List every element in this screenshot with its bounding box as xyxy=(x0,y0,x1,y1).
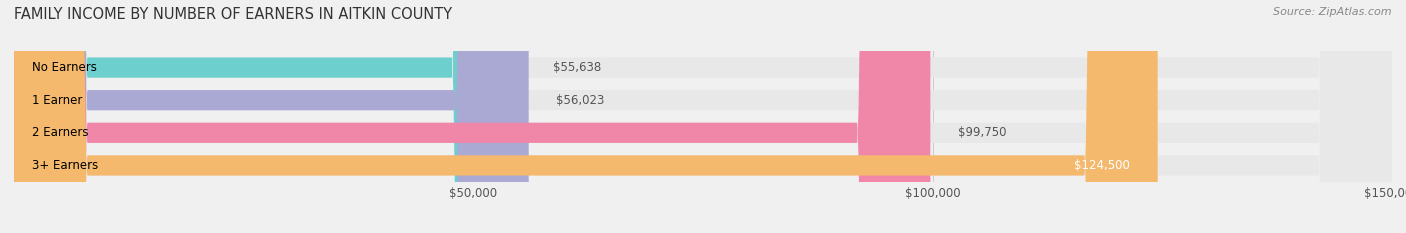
Text: 3+ Earners: 3+ Earners xyxy=(32,159,98,172)
FancyBboxPatch shape xyxy=(14,0,1392,233)
Text: 2 Earners: 2 Earners xyxy=(32,126,89,139)
Text: $56,023: $56,023 xyxy=(557,94,605,107)
Text: FAMILY INCOME BY NUMBER OF EARNERS IN AITKIN COUNTY: FAMILY INCOME BY NUMBER OF EARNERS IN AI… xyxy=(14,7,453,22)
FancyBboxPatch shape xyxy=(14,0,1157,233)
FancyBboxPatch shape xyxy=(14,0,931,233)
Text: No Earners: No Earners xyxy=(32,61,97,74)
Text: $55,638: $55,638 xyxy=(553,61,600,74)
FancyBboxPatch shape xyxy=(14,0,1392,233)
Text: $124,500: $124,500 xyxy=(1074,159,1130,172)
FancyBboxPatch shape xyxy=(14,0,1392,233)
FancyBboxPatch shape xyxy=(14,0,529,233)
FancyBboxPatch shape xyxy=(14,0,526,233)
FancyBboxPatch shape xyxy=(14,0,1392,233)
Text: $99,750: $99,750 xyxy=(957,126,1007,139)
Text: Source: ZipAtlas.com: Source: ZipAtlas.com xyxy=(1274,7,1392,17)
Text: 1 Earner: 1 Earner xyxy=(32,94,83,107)
